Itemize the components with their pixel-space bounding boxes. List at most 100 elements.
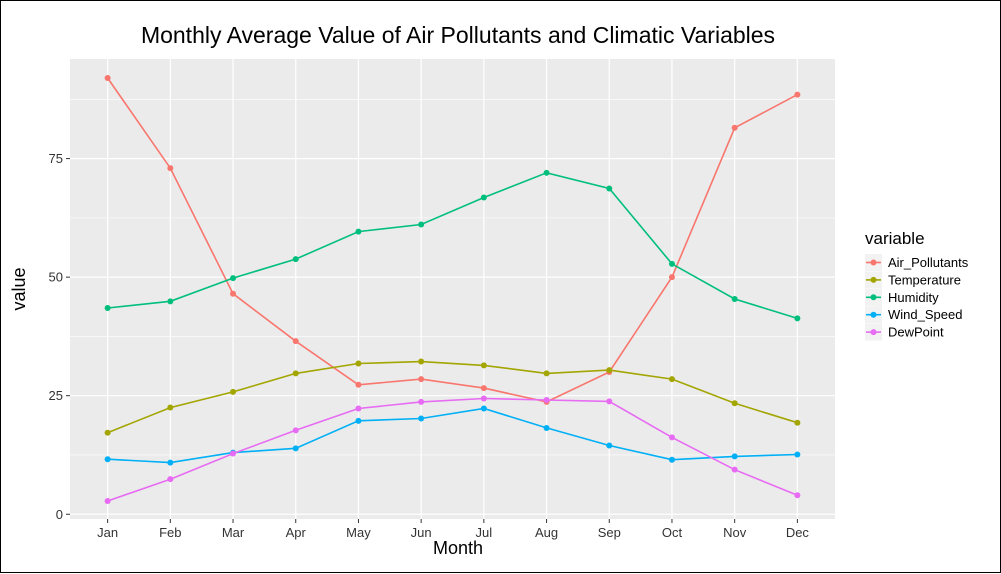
data-point-dewpoint: [104, 497, 111, 504]
y-axis-title: value: [9, 267, 29, 310]
series-line-temperature: [107, 360, 798, 434]
major-gridlines: [70, 59, 835, 519]
data-point-temperature: [668, 376, 675, 383]
data-point-air-pollutants: [355, 381, 362, 388]
x-tick-label: Jun: [411, 525, 432, 540]
data-point-air-pollutants: [731, 124, 738, 131]
series-line-wind-speed: [107, 407, 798, 464]
data-point-wind-speed: [355, 417, 362, 424]
data-point-humidity: [292, 256, 299, 263]
legend-label-air-pollutants: Air_Pollutants: [888, 255, 969, 270]
data-point-humidity: [731, 295, 738, 302]
data-point-air-pollutants: [292, 338, 299, 345]
data-point-dewpoint: [794, 492, 801, 499]
x-tick-label: Apr: [286, 525, 307, 540]
data-point-dewpoint: [606, 398, 613, 405]
data-point-temperature: [731, 400, 738, 407]
x-tick-label: Jul: [476, 525, 493, 540]
legend-key-point-temperature: [870, 276, 877, 283]
data-point-dewpoint: [668, 434, 675, 441]
x-tick-label: Oct: [662, 525, 683, 540]
data-point-dewpoint: [418, 398, 425, 405]
data-point-humidity: [606, 185, 613, 192]
series-layer: [104, 74, 801, 504]
legend: variable Air_Pollutants Temperature Humidi…: [865, 229, 969, 341]
data-point-dewpoint: [480, 395, 487, 402]
x-tick-label: Feb: [159, 525, 181, 540]
data-point-temperature: [794, 419, 801, 426]
series-line-air-pollutants: [106, 77, 798, 403]
data-point-air-pollutants: [418, 376, 425, 383]
data-point-air-pollutants: [104, 74, 111, 81]
data-point-dewpoint: [292, 427, 299, 434]
data-point-humidity: [480, 194, 487, 201]
data-point-dewpoint: [230, 450, 237, 457]
legend-label-dewpoint: DewPoint: [888, 325, 944, 340]
data-point-dewpoint: [355, 405, 362, 412]
data-point-humidity: [543, 169, 550, 176]
data-point-dewpoint: [731, 466, 738, 473]
legend-key-point-air-pollutants: [870, 259, 877, 266]
data-point-wind-speed: [794, 451, 801, 458]
data-point-air-pollutants: [668, 274, 675, 281]
data-point-air-pollutants: [480, 385, 487, 392]
x-tick-label: Mar: [222, 525, 245, 540]
data-point-wind-speed: [292, 445, 299, 452]
data-point-wind-speed: [731, 453, 738, 460]
data-point-wind-speed: [418, 415, 425, 422]
data-point-wind-speed: [104, 456, 111, 463]
data-point-humidity: [418, 221, 425, 228]
data-point-dewpoint: [167, 476, 174, 483]
legend-label-wind-speed: Wind_Speed: [888, 307, 962, 322]
x-tick-label: Aug: [535, 525, 558, 540]
data-point-temperature: [606, 367, 613, 374]
data-point-wind-speed: [543, 424, 550, 431]
data-point-wind-speed: [480, 405, 487, 412]
data-point-air-pollutants: [230, 290, 237, 297]
data-point-dewpoint: [543, 396, 550, 403]
legend-key-point-dewpoint: [870, 329, 877, 336]
data-point-temperature: [230, 388, 237, 395]
data-point-air-pollutants: [794, 91, 801, 98]
data-point-humidity: [355, 228, 362, 235]
series-line-dewpoint: [107, 397, 798, 502]
legend-title: variable: [865, 229, 925, 248]
data-point-temperature: [418, 358, 425, 365]
x-axis: Jan Feb Mar Apr May Jun Jul Aug Sep Oct Nov Dec: [97, 519, 809, 540]
y-tick-label: 0: [56, 507, 63, 522]
data-point-temperature: [167, 404, 174, 411]
data-point-humidity: [104, 304, 111, 311]
legend-label-humidity: Humidity: [888, 290, 939, 305]
data-point-humidity: [668, 260, 675, 267]
data-point-humidity: [230, 275, 237, 282]
x-tick-label: Sep: [598, 525, 621, 540]
x-tick-label: Jan: [97, 525, 118, 540]
chart-title: Monthly Average Value of Air Pollutants …: [141, 22, 775, 48]
x-tick-label: Dec: [786, 525, 810, 540]
data-point-humidity: [167, 298, 174, 305]
data-point-air-pollutants: [167, 165, 174, 172]
x-tick-label: May: [346, 525, 371, 540]
data-point-temperature: [292, 370, 299, 377]
legend-key-point-humidity: [870, 294, 877, 301]
panel-background: [70, 59, 835, 519]
legend-key-point-wind-speed: [870, 311, 877, 318]
y-tick-label: 25: [49, 388, 63, 403]
data-point-wind-speed: [606, 442, 613, 449]
x-axis-title: Month: [433, 538, 483, 558]
data-point-temperature: [104, 429, 111, 436]
y-tick-label: 50: [49, 270, 63, 285]
data-point-wind-speed: [167, 459, 174, 466]
data-point-temperature: [543, 370, 550, 377]
series-line-humidity: [107, 171, 798, 320]
data-point-humidity: [794, 315, 801, 322]
y-axis: 0 25 50 75: [49, 151, 70, 522]
legend-label-temperature: Temperature: [888, 272, 961, 287]
data-point-wind-speed: [668, 456, 675, 463]
data-point-temperature: [480, 362, 487, 369]
x-tick-label: Nov: [723, 525, 747, 540]
y-tick-label: 75: [49, 151, 63, 166]
data-point-temperature: [355, 360, 362, 367]
